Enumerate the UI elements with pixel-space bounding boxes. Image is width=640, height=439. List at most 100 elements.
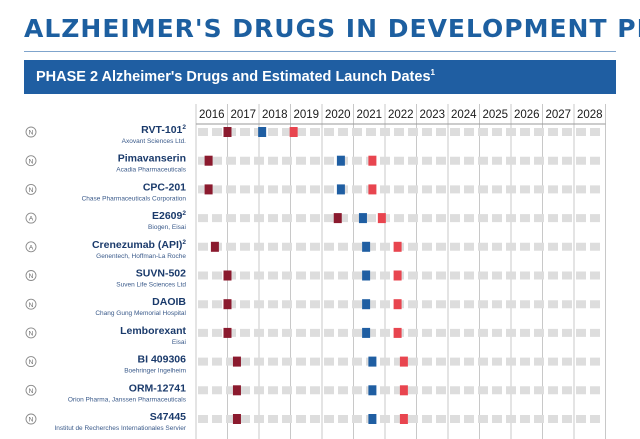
- drug-footnote-marker: 2: [182, 239, 186, 246]
- marker-light-red: [399, 414, 408, 424]
- drug-company: Axovant Sciences Ltd.: [122, 138, 187, 145]
- marker-dark-red: [232, 414, 241, 424]
- marker-blue: [362, 327, 371, 338]
- year-label: 2025: [482, 109, 508, 121]
- drug-name: SUVN-502: [136, 268, 186, 280]
- section-banner: PHASE 2 Alzheimer's Drugs and Estimated …: [24, 60, 616, 94]
- drug-name: BI 409306: [138, 354, 187, 366]
- marker-light-red: [377, 213, 386, 224]
- drug-footnote-marker: 2: [182, 210, 186, 217]
- title-divider: [24, 51, 616, 52]
- drug-company: Institut de Recherches Internationales S…: [54, 425, 186, 432]
- year-label: 2021: [356, 109, 382, 121]
- marker-light-red: [393, 270, 402, 281]
- approval-badge: [25, 298, 37, 310]
- marker-dark-red: [223, 270, 232, 281]
- approval-badge: [25, 413, 37, 425]
- year-label: 2028: [577, 109, 603, 121]
- approval-badge: [25, 384, 37, 396]
- badge-letter: N: [29, 359, 34, 366]
- marker-dark-red: [204, 155, 213, 166]
- badge-letter: N: [29, 302, 34, 309]
- year-label: 2018: [262, 109, 288, 121]
- marker-light-red: [393, 327, 402, 338]
- banner-footnote-marker: 1: [430, 68, 435, 77]
- marker-light-red: [368, 155, 377, 166]
- year-label: 2023: [419, 109, 445, 121]
- marker-light-red: [393, 241, 402, 252]
- drug-name: CPC-201: [143, 181, 186, 193]
- marker-light-red: [289, 127, 298, 137]
- marker-dark-red: [333, 213, 342, 224]
- marker-blue: [368, 385, 377, 396]
- year-label: 2027: [545, 109, 571, 121]
- drug-name: RVT-1012: [141, 124, 186, 136]
- drug-name: E26092: [152, 210, 186, 222]
- approval-badge: [25, 356, 37, 368]
- drug-company: Eisai: [172, 339, 186, 346]
- banner-title-text: PHASE 2 Alzheimer's Drugs and Estimated …: [36, 68, 431, 85]
- marker-dark-red: [223, 327, 232, 338]
- drug-company: Chang Gung Memorial Hospital: [95, 310, 186, 317]
- approval-badge: [25, 126, 37, 138]
- drug-company: Orion Pharma, Janssen Pharmaceuticals: [68, 396, 187, 403]
- badge-letter: N: [29, 273, 34, 280]
- page-title: ALZHEIMER'S DRUGS IN DEVELOPMENT PIPELIN…: [24, 14, 640, 43]
- badge-letter: A: [29, 244, 34, 251]
- drug-name: DAOIB: [152, 296, 186, 308]
- year-label: 2024: [451, 109, 477, 121]
- year-label: 2020: [325, 109, 351, 121]
- drug-company: Genentech, Hoffman-La Roche: [96, 253, 186, 260]
- drug-name: Lemborexant: [120, 325, 186, 337]
- marker-blue: [336, 155, 345, 166]
- approval-badge: [25, 241, 37, 253]
- drug-company: Boehringer Ingelheim: [124, 368, 186, 375]
- marker-blue: [258, 127, 267, 137]
- marker-dark-red: [223, 299, 232, 310]
- drug-footnote-marker: 2: [182, 124, 186, 131]
- approval-badge: [25, 155, 37, 167]
- marker-dark-red: [223, 127, 232, 137]
- marker-blue: [362, 241, 371, 252]
- drug-name: Crenezumab (API)2: [92, 239, 186, 251]
- approval-badge: [25, 183, 37, 195]
- marker-light-red: [368, 184, 377, 195]
- year-label: 2019: [293, 109, 319, 121]
- year-label: 2022: [388, 109, 414, 121]
- marker-dark-red: [232, 356, 241, 367]
- approval-badge: [25, 270, 37, 281]
- year-label: 2016: [199, 109, 225, 121]
- badge-letter: N: [29, 331, 34, 338]
- banner-title: PHASE 2 Alzheimer's Drugs and Estimated …: [36, 68, 435, 85]
- approval-badge: [25, 327, 37, 339]
- badge-letter: N: [29, 130, 34, 137]
- drug-company: Suven Life Sciences Ltd: [116, 282, 186, 289]
- drug-company: Acadia Pharmaceuticals: [116, 167, 186, 174]
- badge-letter: N: [29, 388, 34, 395]
- badge-letter: N: [29, 158, 34, 165]
- badge-letter: A: [29, 216, 34, 223]
- approval-badge: [25, 212, 37, 224]
- drug-name: S47445: [150, 411, 186, 423]
- drug-name: ORM-12741: [129, 382, 186, 394]
- marker-blue: [362, 299, 371, 310]
- drug-company: Chase Pharmaceuticals Corporation: [82, 195, 187, 202]
- marker-blue: [358, 213, 367, 224]
- marker-dark-red: [210, 241, 219, 252]
- marker-blue: [336, 184, 345, 195]
- drug-name: Pimavanserin: [118, 153, 186, 165]
- marker-light-red: [393, 299, 402, 310]
- marker-light-red: [399, 356, 408, 367]
- marker-dark-red: [232, 385, 241, 396]
- year-label: 2017: [230, 109, 256, 121]
- marker-light-red: [399, 385, 408, 396]
- marker-blue: [362, 270, 371, 281]
- badge-letter: N: [29, 187, 34, 194]
- marker-dark-red: [204, 184, 213, 195]
- marker-blue: [368, 356, 377, 367]
- drug-company: Biogen, Eisai: [148, 224, 186, 231]
- year-label: 2026: [514, 109, 540, 121]
- badge-letter: N: [29, 417, 34, 424]
